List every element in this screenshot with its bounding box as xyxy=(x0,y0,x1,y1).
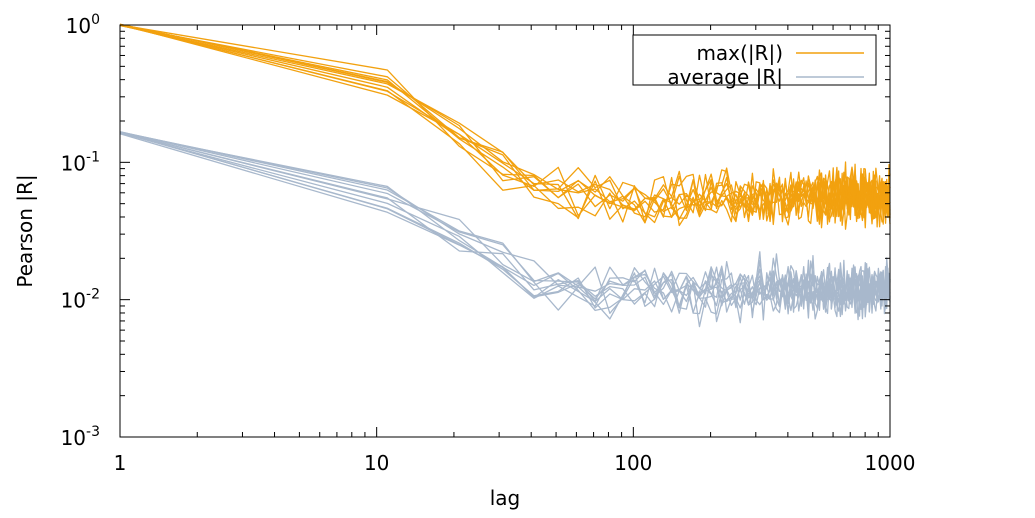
series-layer xyxy=(119,23,891,328)
plot-frame xyxy=(119,24,891,438)
y-tick-label: 10-1 xyxy=(61,149,100,175)
x-tick-label: 100 xyxy=(614,451,652,475)
series-group-max xyxy=(119,23,891,230)
series-line xyxy=(119,23,891,229)
legend: max(|R|) average |R| xyxy=(632,34,877,89)
series-line xyxy=(119,131,891,314)
series-line xyxy=(119,131,891,320)
y-axis-title: Pearson |R| xyxy=(13,174,37,287)
legend-label-max: max(|R|) xyxy=(696,41,783,65)
x-tick-label: 1000 xyxy=(865,451,916,475)
series-group-average xyxy=(119,131,891,328)
y-tick-label: 10-2 xyxy=(61,287,100,313)
x-tick-label: 1 xyxy=(114,451,127,475)
legend-label-average: average |R| xyxy=(667,65,783,89)
series-line xyxy=(119,131,891,324)
y-tick-label: 100 xyxy=(66,12,100,38)
x-tick-label: 10 xyxy=(364,451,389,475)
y-tick-label: 10-3 xyxy=(61,424,100,450)
x-axis-title: lag xyxy=(490,486,521,510)
ticks-layer xyxy=(119,24,891,438)
labels-layer: 1 10 100 1000 10-3 10-2 10-1 100 xyxy=(61,12,916,475)
